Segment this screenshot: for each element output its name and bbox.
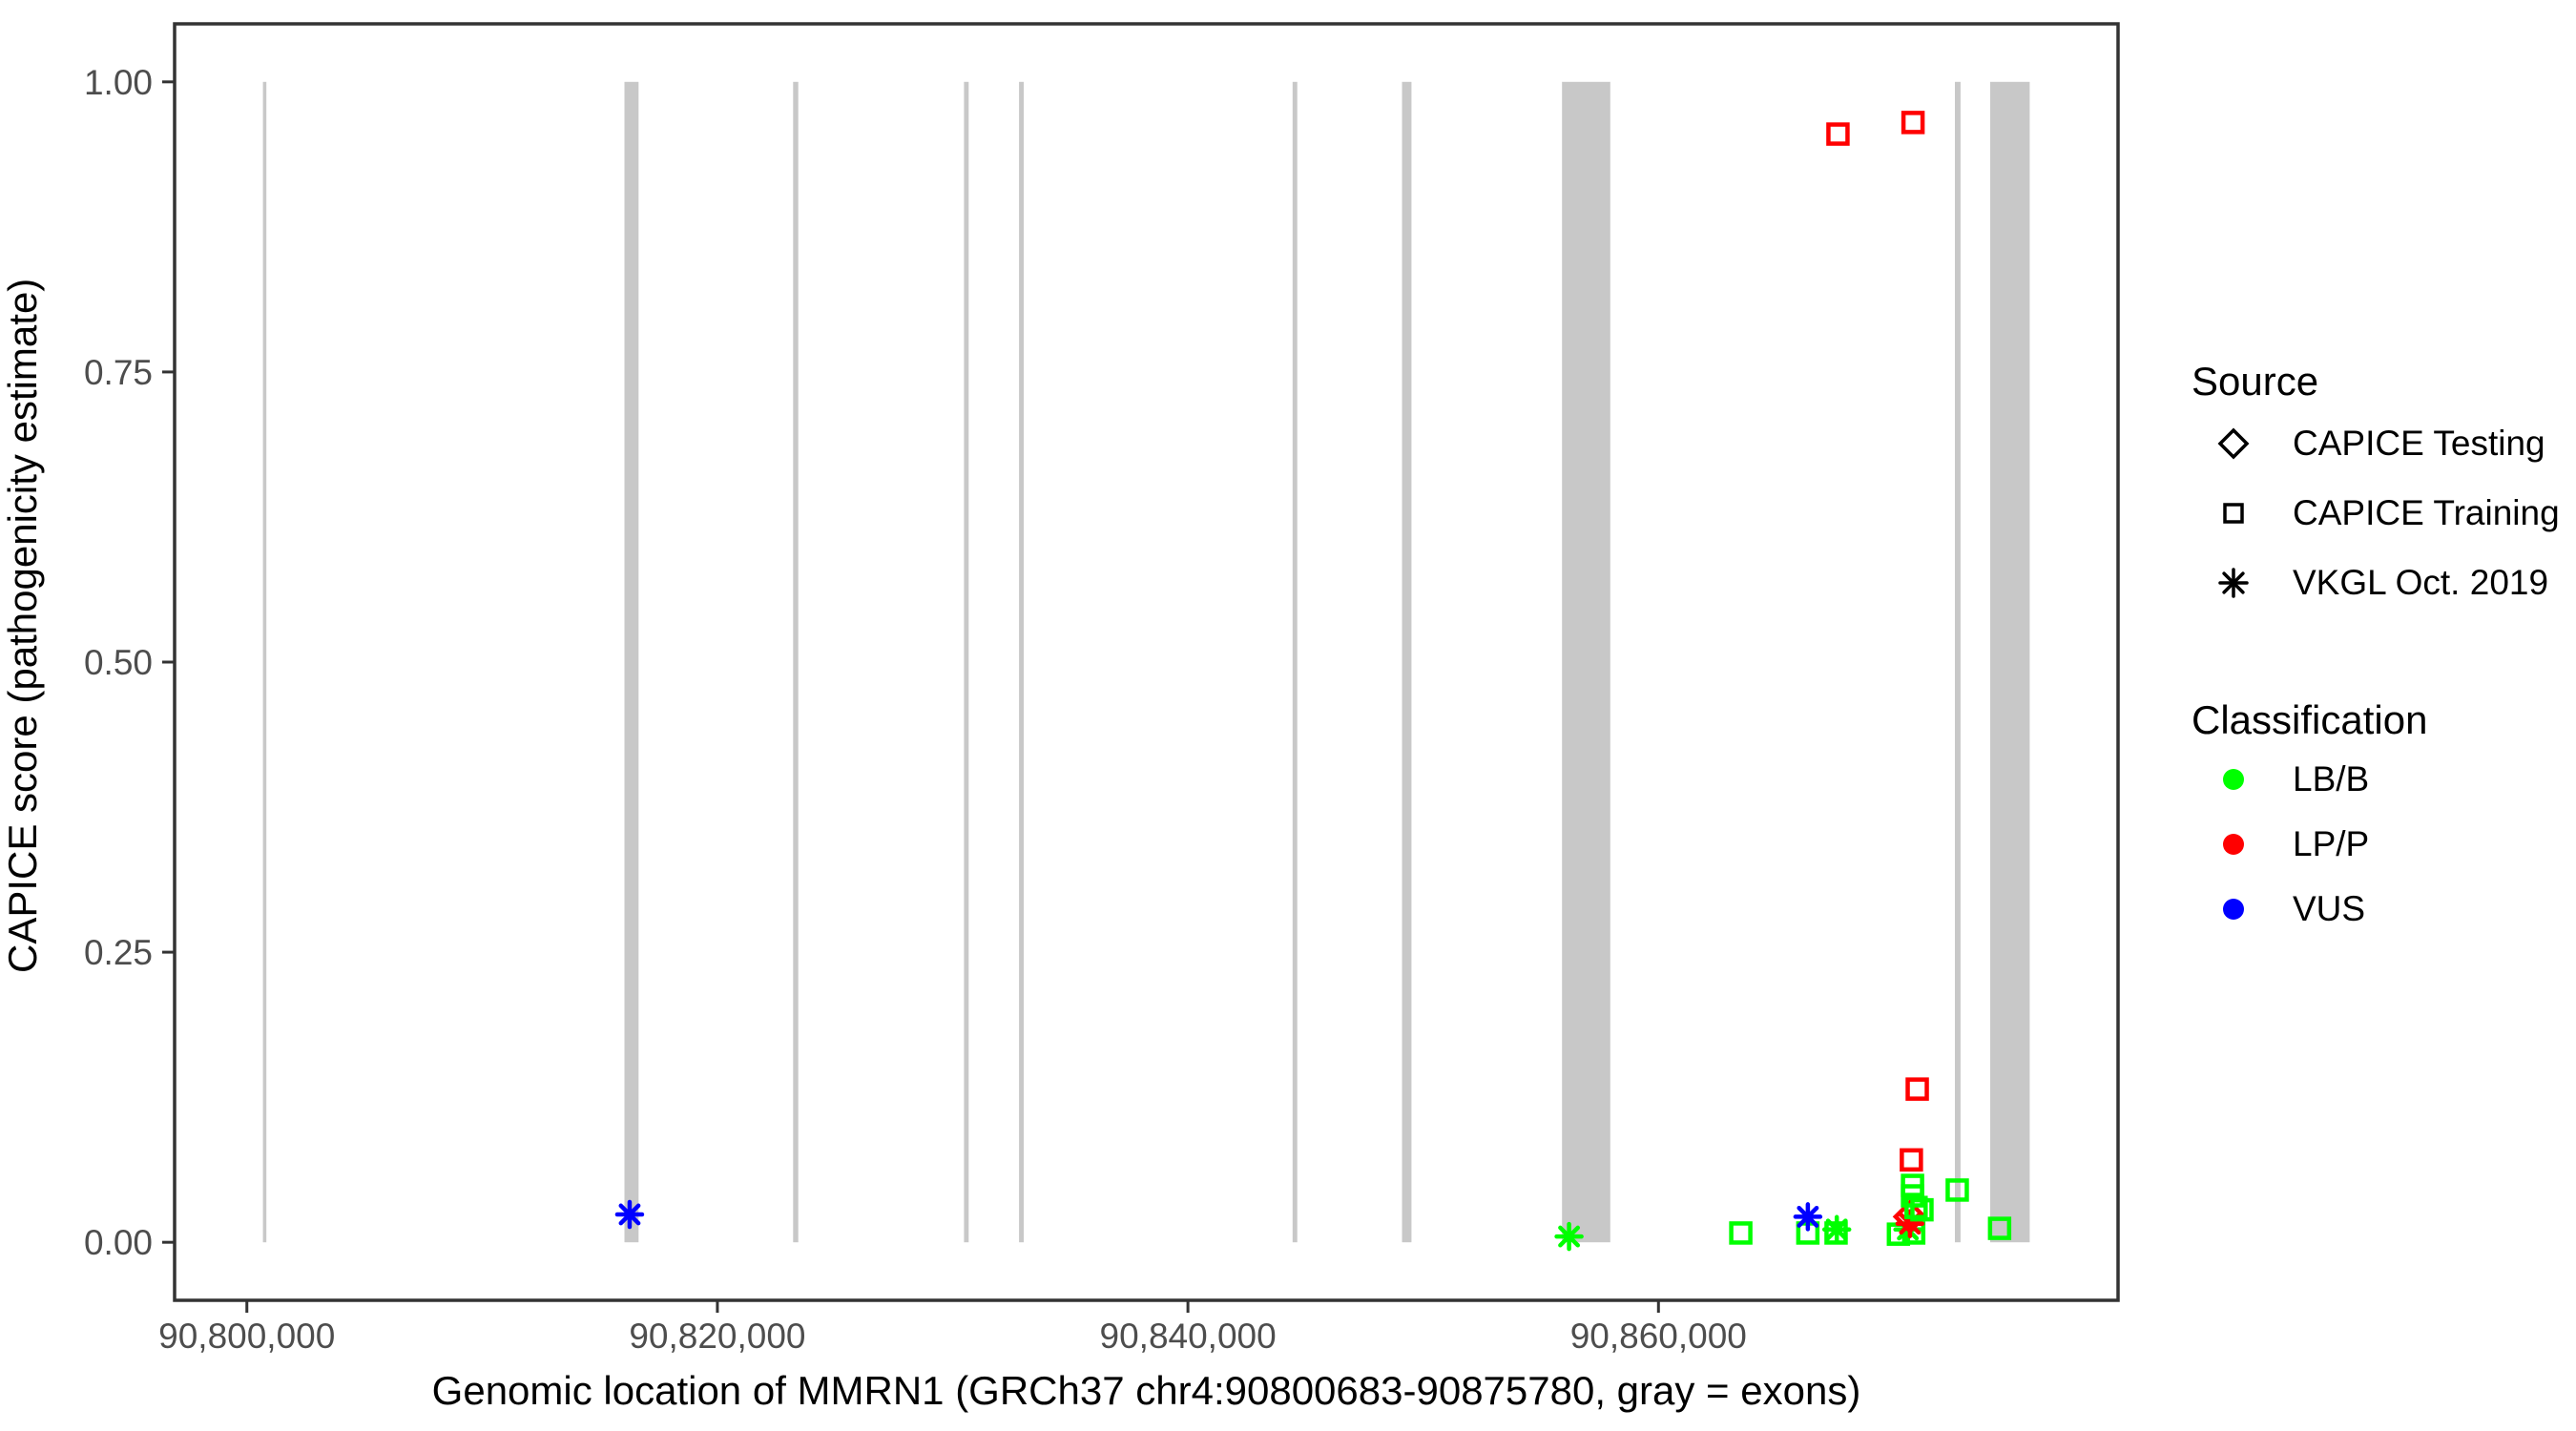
legend-item-classification: LP/P <box>2192 812 2564 877</box>
x-tick-label: 90,800,000 <box>158 1317 335 1356</box>
square-icon <box>2192 494 2275 532</box>
y-tick-label: 0.50 <box>84 643 153 682</box>
legend-item-label: LB/B <box>2293 759 2370 798</box>
diamond-icon <box>2217 427 2250 459</box>
x-tick-label: 90,860,000 <box>1570 1317 1747 1356</box>
legend-classification-title: Classification <box>2192 697 2428 742</box>
legend-source-title: Source <box>2192 359 2319 404</box>
panel-border <box>173 22 2120 1302</box>
#00ff00 <box>2223 769 2244 790</box>
#0000ff <box>2223 899 2244 920</box>
exon-bar <box>964 81 969 1243</box>
x-axis-title: Genomic location of MMRN1 (GRCh37 chr4:9… <box>431 1368 1861 1413</box>
square-icon <box>2223 502 2244 524</box>
exon-bar <box>1955 81 1961 1243</box>
y-tick-label: 0.25 <box>84 933 153 972</box>
asterisk-icon <box>2218 567 2249 598</box>
color-dot-icon <box>2192 825 2275 863</box>
color-dot-icon <box>2192 890 2275 928</box>
legend-source-items: CAPICE Testing CAPICE Training VKGL Oct. 2… <box>2192 408 2564 617</box>
y-tick-label: 0.00 <box>84 1223 153 1262</box>
data-point-square <box>1901 111 1925 135</box>
exon-bar <box>1019 81 1024 1243</box>
y-tick-label: 0.75 <box>84 353 153 392</box>
exon-bar <box>1562 81 1610 1243</box>
legend-classification-items: LB/B LP/P VUS <box>2192 747 2564 942</box>
legend-item-source: CAPICE Training <box>2192 478 2564 548</box>
data-point-square <box>1826 122 1850 146</box>
legend: Source CAPICE Testing CAPICE Training VKGL… <box>2192 355 2564 942</box>
diamond-icon <box>2192 425 2275 463</box>
exon-bar <box>793 81 799 1243</box>
asterisk-icon <box>2192 564 2275 602</box>
data-point-square <box>1905 1077 1929 1101</box>
exon-bar <box>1990 81 2030 1243</box>
legend-item-label: VUS <box>2293 889 2366 928</box>
data-point-diamond <box>1892 1199 1928 1234</box>
legend-item-source: VKGL Oct. 2019 <box>2192 548 2564 617</box>
exon-bar <box>1402 81 1412 1243</box>
exon-bar <box>262 81 267 1243</box>
legend-item-label: CAPICE Testing <box>2293 423 2545 463</box>
#ff0000 <box>2223 834 2244 855</box>
legend-item-classification: LB/B <box>2192 747 2564 812</box>
data-point-asterisk <box>1558 1225 1581 1248</box>
exon-bar <box>624 81 639 1243</box>
data-point-square <box>1945 1178 1969 1202</box>
data-point-square <box>1729 1221 1753 1245</box>
data-point-square <box>1987 1216 2012 1240</box>
legend-item-classification: VUS <box>2192 877 2564 942</box>
legend-gap <box>2192 617 2564 694</box>
data-point-asterisk <box>1797 1205 1819 1228</box>
data-point-square <box>1900 1148 1923 1172</box>
exon-bar <box>1292 81 1298 1243</box>
x-tick-label: 90,840,000 <box>1100 1317 1277 1356</box>
y-tick-label: 1.00 <box>84 63 153 102</box>
legend-item-label: CAPICE Training <box>2293 492 2560 532</box>
x-tick-label: 90,820,000 <box>629 1317 805 1356</box>
color-dot-icon <box>2192 760 2275 798</box>
data-point-square <box>1901 1173 1924 1197</box>
data-point-asterisk <box>1825 1218 1848 1241</box>
legend-item-label: LP/P <box>2293 824 2370 863</box>
data-point-asterisk <box>618 1203 641 1226</box>
legend-item-label: VKGL Oct. 2019 <box>2293 562 2549 602</box>
legend-item-source: CAPICE Testing <box>2192 408 2564 478</box>
